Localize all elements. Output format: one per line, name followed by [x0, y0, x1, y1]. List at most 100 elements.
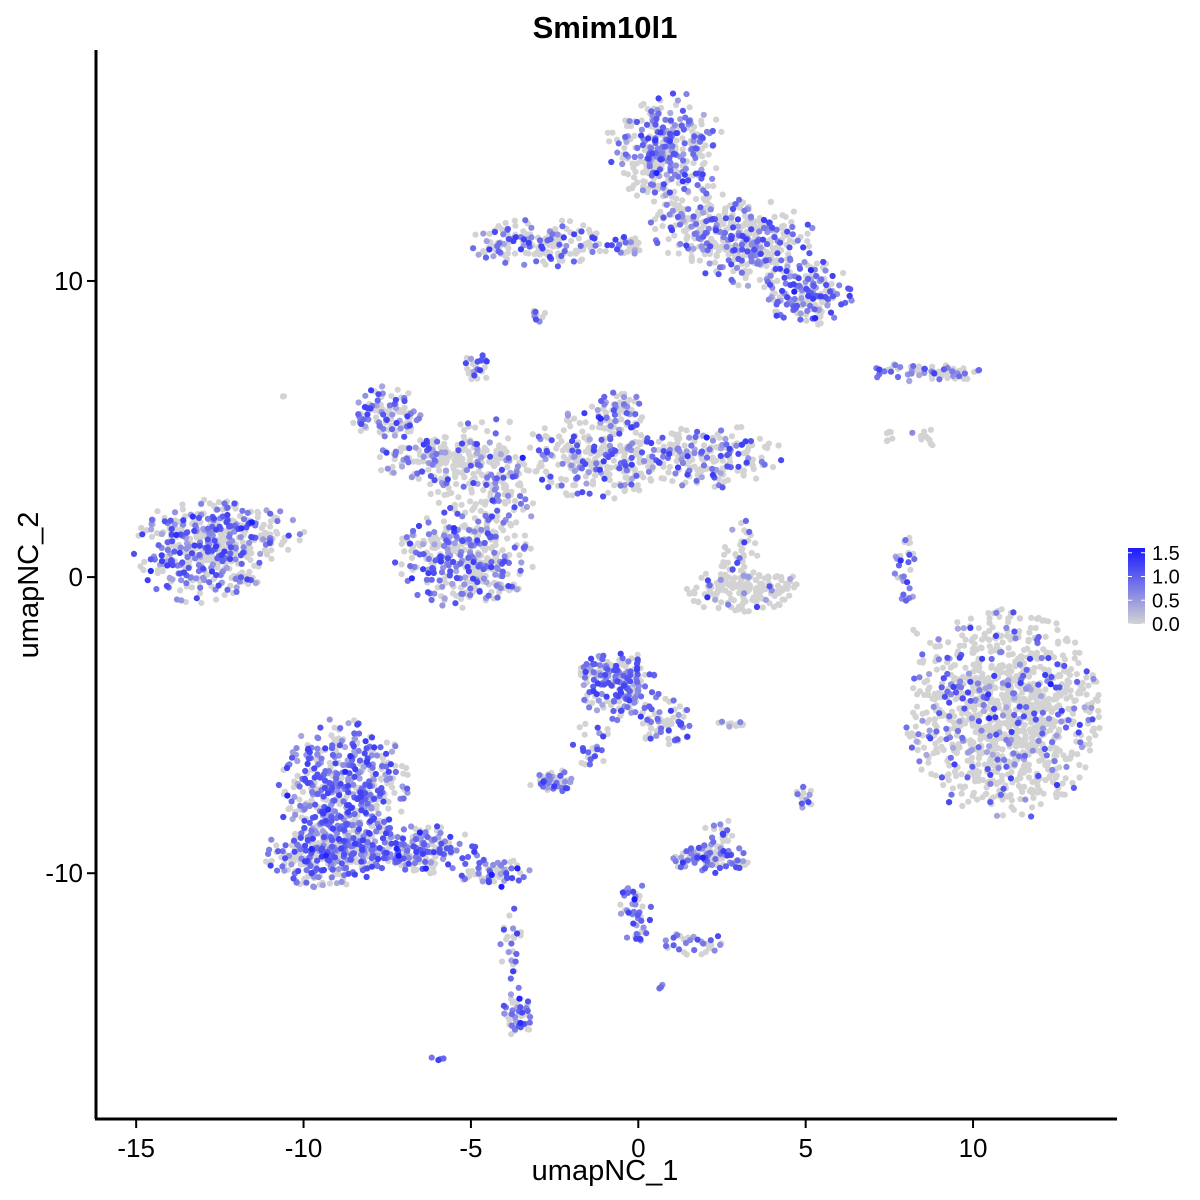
cell-point	[455, 494, 462, 501]
cell-point	[910, 363, 917, 370]
cell-point	[610, 697, 618, 705]
cell-point	[706, 260, 713, 267]
cell-point	[925, 436, 932, 443]
cell-point	[794, 791, 801, 798]
cell-point	[636, 487, 643, 494]
cell-point	[1035, 737, 1042, 745]
cell-point	[682, 939, 690, 947]
cell-point	[999, 680, 1007, 687]
cell-point	[277, 508, 284, 515]
cell-point	[397, 425, 404, 432]
cell-point	[916, 688, 924, 695]
cell-point	[486, 439, 493, 446]
cell-point	[716, 434, 723, 441]
cell-point	[626, 396, 633, 403]
cell-point	[1090, 675, 1097, 683]
cell-point	[506, 1016, 513, 1023]
cell-point	[1009, 651, 1016, 658]
cell-point	[982, 634, 989, 641]
cell-point	[647, 219, 655, 226]
cell-point	[1016, 773, 1024, 780]
cell-point	[438, 569, 446, 576]
cell-point	[999, 712, 1007, 719]
cell-point	[1026, 629, 1033, 636]
cell-point	[919, 717, 926, 724]
cell-point	[504, 435, 512, 442]
cell-point	[196, 590, 203, 597]
cell-point	[964, 375, 971, 382]
cell-point	[995, 764, 1002, 772]
cell-point	[408, 823, 415, 830]
cell-point	[480, 230, 487, 237]
cell-point	[1040, 790, 1047, 797]
cell-point	[676, 435, 683, 442]
cell-point	[412, 444, 419, 451]
cell-point	[616, 698, 623, 705]
cell-point	[579, 428, 586, 435]
cell-point	[1076, 774, 1083, 781]
cell-point	[511, 497, 519, 505]
cell-point	[1096, 724, 1103, 732]
cell-point	[668, 720, 675, 728]
cell-point	[445, 484, 452, 492]
cell-point	[431, 457, 438, 464]
cell-point	[478, 526, 485, 533]
cell-point	[620, 401, 628, 408]
cell-point	[461, 522, 468, 529]
cell-point	[952, 696, 959, 703]
cell-point	[226, 533, 233, 540]
cell-point	[589, 699, 596, 707]
cell-point	[1025, 636, 1032, 643]
cell-point	[482, 498, 490, 505]
cell-point	[993, 812, 1001, 819]
cell-point	[198, 599, 205, 607]
cell-point	[469, 506, 476, 514]
cell-point	[389, 463, 396, 470]
cell-point	[477, 507, 484, 514]
cell-point	[373, 752, 380, 759]
cell-point	[986, 615, 993, 622]
cell-point	[657, 208, 664, 215]
cell-point	[442, 467, 450, 474]
cell-point	[717, 586, 725, 594]
cell-point	[501, 859, 508, 866]
cell-point	[214, 562, 221, 569]
cell-point	[525, 467, 533, 474]
cell-point	[436, 577, 443, 584]
cell-point	[657, 984, 665, 991]
cell-point	[576, 724, 583, 731]
cell-point	[505, 512, 512, 519]
cell-point	[706, 446, 713, 453]
cell-point	[541, 425, 548, 432]
cell-point	[663, 201, 670, 208]
cell-point	[912, 714, 919, 721]
cell-point	[840, 269, 847, 277]
cell-point	[630, 486, 638, 493]
cell-point	[527, 782, 534, 789]
cell-point	[1054, 640, 1062, 647]
cell-point	[711, 259, 719, 266]
cell-point	[1040, 646, 1047, 653]
cell-point	[1069, 779, 1076, 787]
cell-point	[1079, 679, 1086, 687]
cell-point	[636, 247, 643, 254]
cell-point	[707, 206, 714, 213]
cell-point	[669, 478, 676, 485]
cell-point	[483, 374, 490, 381]
cell-point	[967, 615, 975, 622]
cell-point	[702, 949, 709, 956]
cell-point	[350, 419, 357, 426]
cell-point	[668, 430, 675, 437]
cell-point	[558, 438, 565, 445]
cell-point	[497, 451, 504, 458]
cell-point	[788, 219, 795, 226]
cell-point	[1088, 704, 1095, 711]
cell-point	[400, 795, 407, 802]
cell-point	[831, 314, 838, 321]
cell-point	[710, 822, 718, 829]
cell-point	[979, 794, 986, 801]
cell-point	[960, 642, 968, 649]
cell-point	[1059, 791, 1066, 798]
cell-point	[281, 537, 288, 544]
cell-point	[173, 596, 181, 603]
